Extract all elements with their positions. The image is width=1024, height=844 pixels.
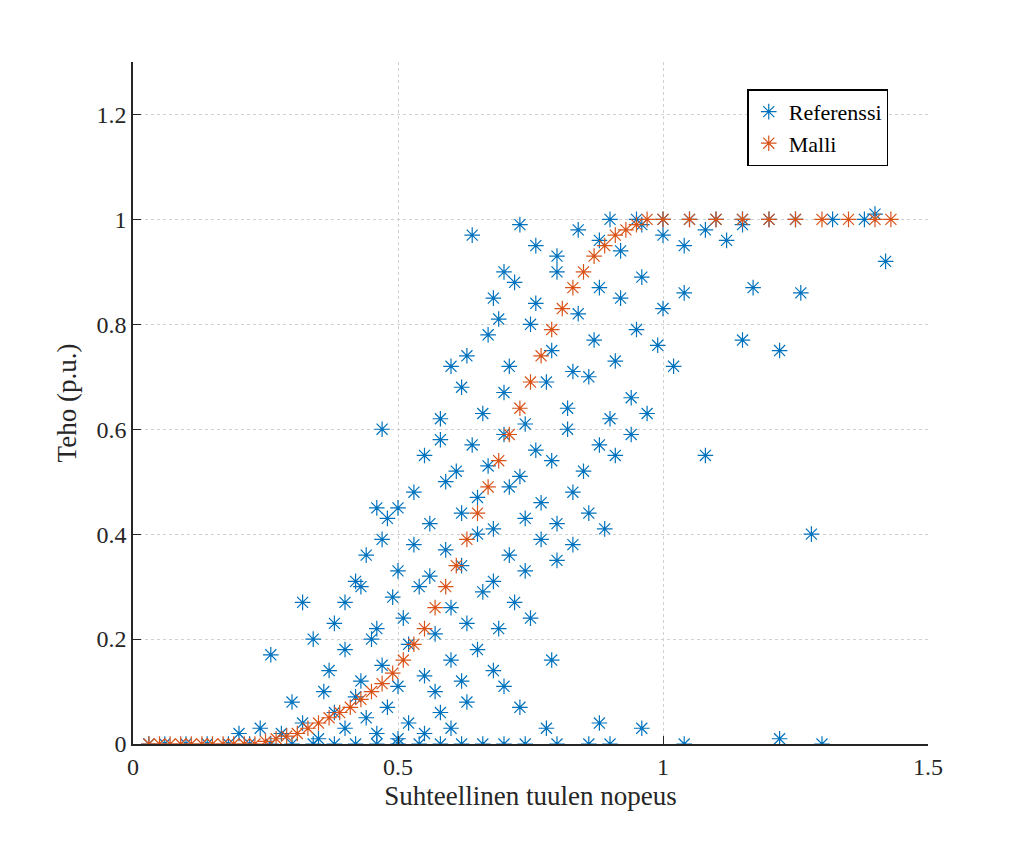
svg-text:0.4: 0.4 [96, 522, 126, 548]
svg-text:1: 1 [657, 754, 669, 780]
svg-text:1.2: 1.2 [96, 102, 126, 128]
svg-text:1: 1 [114, 207, 126, 233]
svg-text:0.2: 0.2 [96, 626, 126, 652]
svg-text:0.6: 0.6 [96, 417, 126, 443]
svg-text:Suhteellinen tuulen nopeus: Suhteellinen tuulen nopeus [384, 781, 676, 811]
svg-text:0: 0 [114, 731, 126, 757]
svg-text:Malli: Malli [789, 132, 837, 157]
svg-text:1.5: 1.5 [913, 754, 943, 780]
svg-text:0.8: 0.8 [96, 312, 126, 338]
svg-text:0: 0 [127, 754, 139, 780]
svg-text:Referenssi: Referenssi [789, 100, 882, 125]
svg-text:0.5: 0.5 [383, 754, 413, 780]
svg-text:Teho (p.u.): Teho (p.u.) [52, 344, 82, 463]
